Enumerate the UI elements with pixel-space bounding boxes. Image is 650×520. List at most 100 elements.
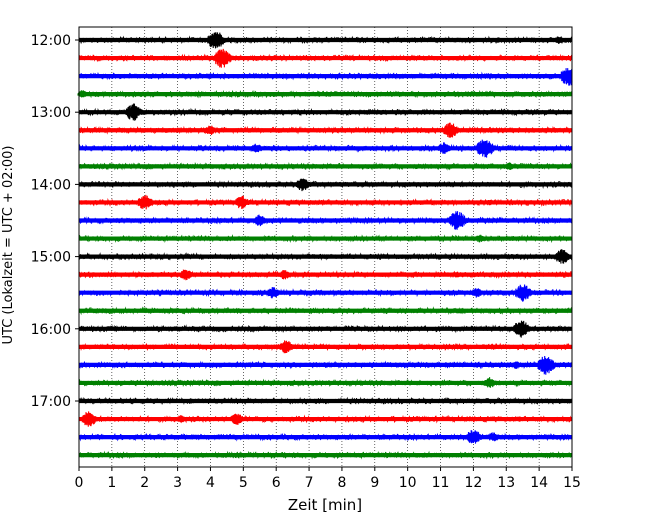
x-tick-label: 3 — [173, 475, 182, 491]
trace-noise — [78, 180, 573, 189]
y-axis-ticks: 12:00 13:00 14:00 15:00 16:00 17:00 — [31, 33, 79, 410]
trace-row — [78, 269, 573, 281]
y-tick-label: 17:00 — [31, 394, 71, 410]
seismic-event — [560, 68, 573, 86]
trace-row — [78, 139, 573, 158]
x-axis-ticks: 0 1 2 3 4 5 6 7 8 9 10 11 12 13 14 15 — [75, 467, 581, 491]
trace-noise — [78, 414, 573, 424]
seismic-event — [555, 249, 573, 264]
trace-noise — [78, 53, 573, 63]
seismic-event — [205, 125, 229, 136]
seismic-event — [179, 269, 206, 281]
trace-row — [78, 377, 573, 388]
trace-noise — [78, 107, 573, 117]
trace-noise — [78, 396, 573, 406]
seismic-event — [446, 55, 463, 61]
trace-row — [78, 178, 573, 192]
y-axis-label: UTC (Lokalzeit = UTC + 02:00) — [1, 146, 16, 345]
trace-row — [78, 411, 573, 427]
seismic-event — [448, 211, 485, 230]
trace-noise — [78, 306, 573, 316]
x-tick-label: 7 — [305, 475, 314, 491]
x-axis-label: Zeit [min] — [288, 496, 362, 514]
trace-noise — [78, 252, 573, 261]
seismic-event — [77, 90, 99, 98]
trace-row — [78, 320, 573, 338]
trace-noise — [78, 71, 573, 81]
x-tick-label: 0 — [75, 475, 84, 491]
plot-frame — [78, 26, 573, 468]
x-tick-label: 10 — [399, 475, 417, 491]
trace-noise — [79, 89, 573, 99]
seismic-event — [443, 122, 475, 138]
x-tick-label: 9 — [370, 475, 379, 491]
seismic-event — [81, 411, 113, 427]
trace-rows — [77, 32, 573, 460]
seismic-event — [487, 432, 511, 442]
seismic-event — [235, 195, 264, 210]
trace-noise — [78, 288, 573, 298]
seismic-event — [278, 270, 303, 280]
seismic-event — [125, 103, 159, 121]
trace-row — [78, 249, 573, 264]
seismic-event — [266, 287, 293, 299]
x-tick-label: 12 — [464, 475, 482, 491]
seismic-event — [537, 355, 572, 375]
x-tick-label: 5 — [239, 475, 248, 491]
trace-row — [78, 355, 573, 375]
y-tick-label: 15:00 — [31, 250, 71, 266]
trace-row — [78, 68, 573, 86]
x-tick-label: 8 — [337, 475, 346, 491]
seismic-event — [483, 377, 510, 388]
seismic-event — [175, 415, 197, 423]
trace-row — [78, 234, 573, 244]
seismic-event — [114, 164, 131, 169]
seismic-event — [476, 139, 513, 158]
seismic-event — [511, 361, 532, 369]
x-tick-label: 2 — [140, 475, 149, 491]
seismic-event — [295, 178, 324, 192]
seismic-event — [213, 48, 250, 68]
trace-row — [78, 161, 573, 171]
seismic-event — [251, 143, 274, 153]
seismic-event — [504, 162, 526, 170]
x-tick-label: 6 — [272, 475, 281, 491]
seismic-event — [485, 199, 504, 206]
seismic-event — [553, 36, 572, 44]
trace-noise — [79, 450, 573, 460]
trace-row — [78, 32, 573, 49]
trace-row — [78, 103, 573, 121]
x-tick-label: 14 — [530, 475, 548, 491]
seismic-event — [471, 288, 495, 298]
seismic-event — [253, 214, 280, 227]
y-tick-label: 13:00 — [31, 105, 71, 121]
trace-row — [78, 48, 573, 68]
y-tick-label: 14:00 — [31, 177, 71, 193]
trace-row — [78, 340, 573, 354]
trace-row — [77, 89, 573, 99]
seismic-event — [137, 194, 169, 210]
y-tick-label: 16:00 — [31, 322, 71, 338]
trace-noise — [78, 360, 573, 370]
seismic-event — [452, 271, 471, 278]
trace-noise — [78, 35, 573, 45]
seismic-event — [513, 320, 547, 338]
trace-noise — [78, 215, 573, 225]
x-tick-label: 4 — [206, 475, 215, 491]
trace-row — [78, 211, 573, 230]
seismic-event — [230, 413, 257, 425]
seismic-event — [475, 234, 496, 243]
axes-box — [78, 26, 573, 468]
trace-row — [78, 430, 573, 444]
trace-row — [78, 284, 573, 302]
y-tick-label: 12:00 — [31, 33, 71, 49]
trace-row — [78, 194, 573, 210]
seismic-event — [488, 343, 507, 350]
trace-row — [78, 396, 573, 406]
trace-row — [78, 306, 573, 316]
seismic-event — [455, 308, 475, 314]
x-tick-label: 11 — [432, 475, 450, 491]
seismic-event — [437, 142, 464, 154]
trace-noise — [78, 161, 573, 171]
